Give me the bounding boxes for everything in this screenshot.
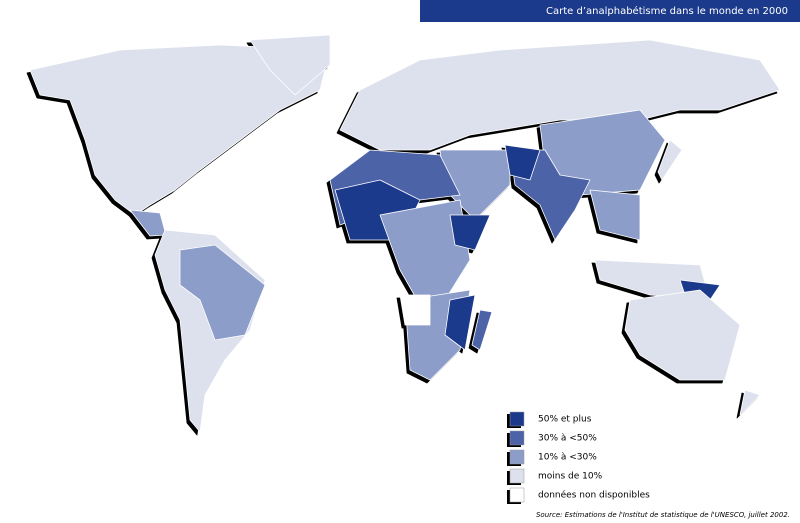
legend-label: moins de 10% [538,472,603,482]
world-map [29,34,781,433]
legend-label: 10% à <30% [538,453,597,463]
brazil [179,244,266,341]
mozambique [444,294,476,351]
legend: 50% et plus 30% à <50% 10% à <30% moins de … [507,411,650,504]
central-america [129,209,167,237]
pakistan-afghanistan [504,144,541,181]
ethiopia [449,214,491,251]
source: Source: Estimations de l'Institut de sta… [536,511,790,519]
title-bar [420,0,800,22]
greenland [249,34,331,96]
legend-swatch [509,468,525,484]
southeast-asia [589,189,641,241]
legend-swatch [509,487,525,503]
legend-swatch [509,430,525,446]
title: Carte d’analphabétisme dans le monde en … [546,5,788,17]
europe-russia [339,39,781,151]
legend-label: 50% et plus [538,415,592,425]
legend-label: données non disponibles [538,490,650,501]
angola [399,294,431,326]
legend-swatch [509,449,525,465]
new-zealand [739,389,761,416]
legend-swatch [509,411,525,427]
legend-label: 30% à <50% [538,434,597,444]
madagascar [471,309,493,351]
australia [624,289,741,381]
japan [657,139,683,181]
